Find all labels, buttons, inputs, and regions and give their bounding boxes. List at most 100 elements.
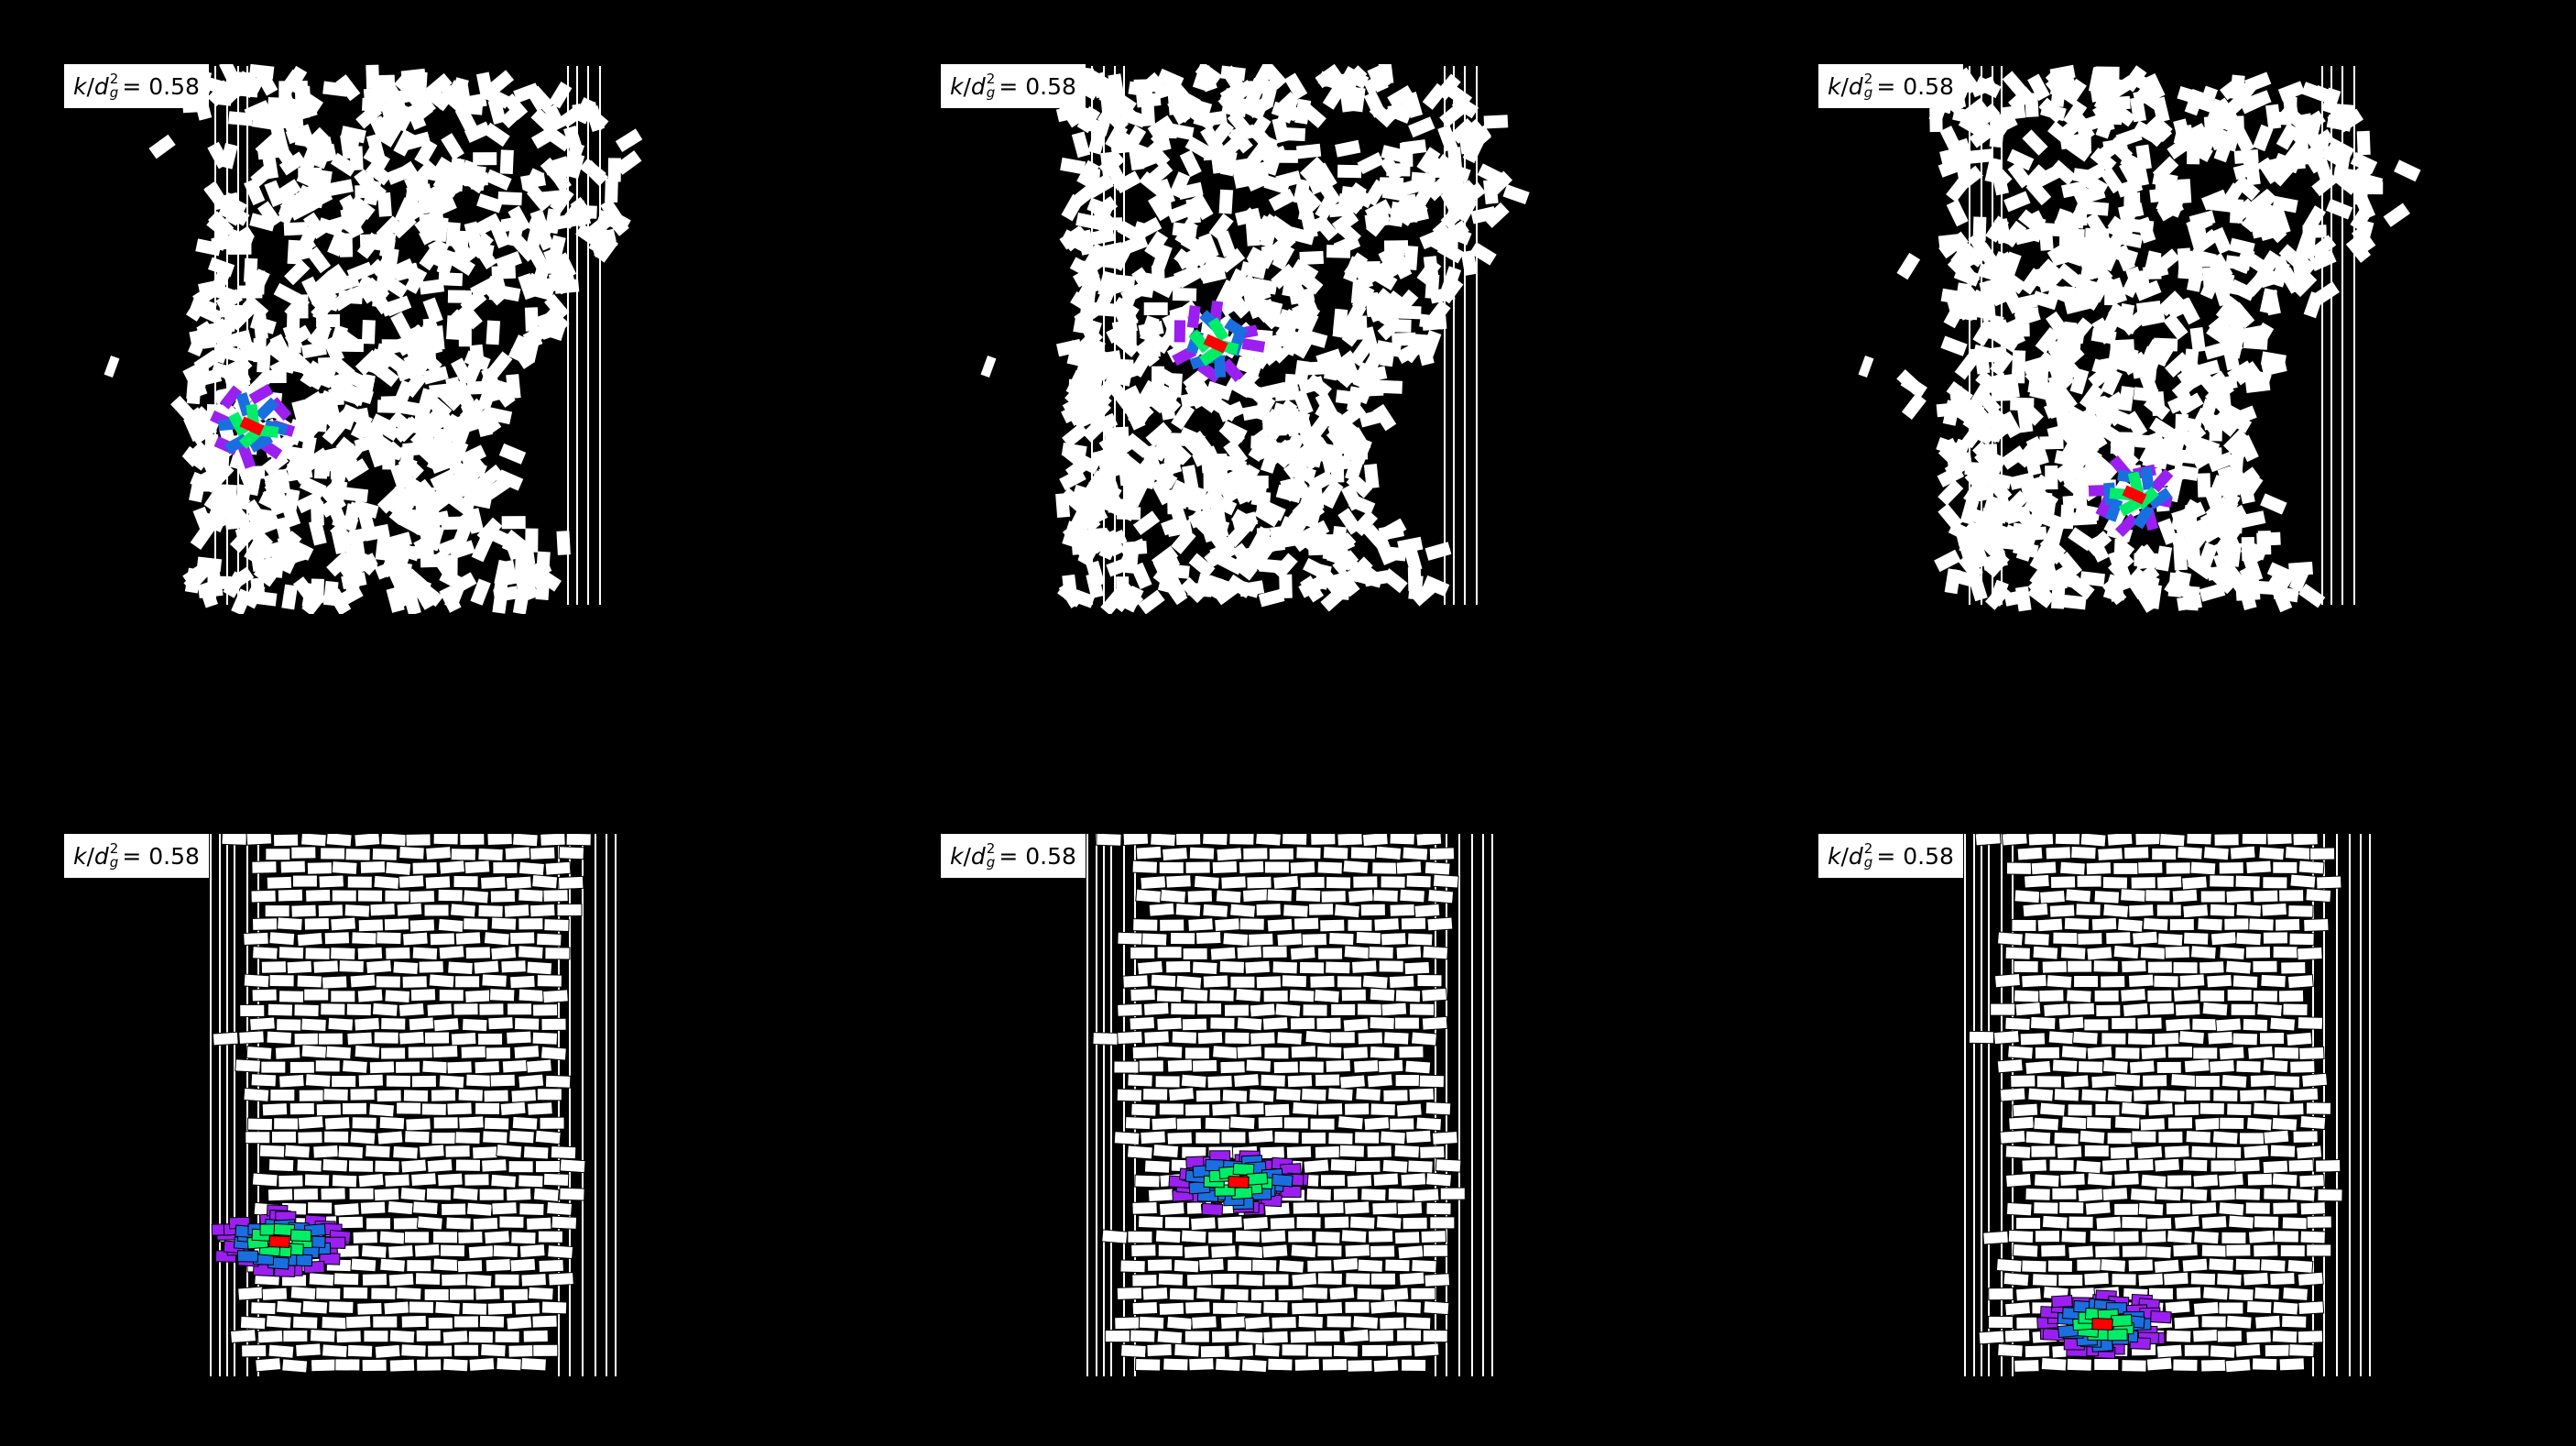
grain xyxy=(1071,131,1091,159)
grain xyxy=(1306,1259,1333,1273)
grain xyxy=(432,1017,460,1033)
grain xyxy=(266,875,293,890)
grain xyxy=(1290,1243,1317,1259)
grain xyxy=(1382,1089,1409,1103)
grain xyxy=(1370,1299,1397,1315)
grain xyxy=(400,1343,427,1358)
grain xyxy=(2091,1318,2113,1331)
grain xyxy=(1950,241,1976,268)
grain xyxy=(344,904,371,918)
grain xyxy=(416,1215,443,1231)
grain xyxy=(2093,890,2121,904)
grain xyxy=(376,931,402,946)
parameter-label: k / d 2 g = 0.58 xyxy=(941,64,1086,108)
grain xyxy=(221,834,247,846)
grain xyxy=(2101,1158,2128,1173)
granular-packing xyxy=(1086,834,1493,1376)
grain xyxy=(2123,846,2150,860)
grain xyxy=(2245,860,2272,875)
grain xyxy=(2189,945,2217,960)
grain xyxy=(508,1160,534,1174)
grain xyxy=(1143,301,1168,316)
symbol-d: d xyxy=(93,842,109,870)
grain xyxy=(1108,429,1132,457)
grain xyxy=(233,82,259,98)
grain xyxy=(392,1217,420,1231)
grain xyxy=(404,1130,431,1145)
grain xyxy=(2266,834,2293,846)
grain xyxy=(317,1032,344,1046)
grain xyxy=(2090,916,2118,932)
grain xyxy=(2230,405,2257,427)
grain xyxy=(357,918,385,933)
grain xyxy=(2186,266,2204,292)
grain xyxy=(354,169,379,196)
grain xyxy=(2012,1243,2039,1258)
grain xyxy=(511,834,539,848)
grain xyxy=(375,535,391,561)
grain xyxy=(1286,512,1311,540)
grain xyxy=(1293,1357,1321,1372)
grain xyxy=(1331,210,1359,235)
grain xyxy=(1195,931,1222,946)
grain xyxy=(2113,1115,2141,1130)
grain xyxy=(1405,874,1432,889)
grain xyxy=(558,846,585,860)
grain xyxy=(1326,245,1351,258)
grain xyxy=(283,222,309,236)
grain xyxy=(258,1144,286,1158)
grain xyxy=(2156,1343,2183,1359)
grain xyxy=(436,1172,464,1188)
grain xyxy=(1326,1087,1354,1102)
grain xyxy=(2133,504,2155,530)
grain xyxy=(1422,945,1449,960)
grain xyxy=(1165,959,1192,974)
grain xyxy=(2090,147,2117,173)
grain xyxy=(2093,1358,2120,1372)
grain xyxy=(354,1016,380,1032)
grain xyxy=(2121,270,2144,299)
grain xyxy=(2021,1158,2047,1173)
grain xyxy=(1273,1130,1300,1145)
grain xyxy=(2071,273,2099,300)
grain xyxy=(454,975,481,989)
grain xyxy=(2287,1258,2314,1274)
grain xyxy=(1325,876,1352,890)
grain xyxy=(2219,946,2246,961)
grain xyxy=(268,1235,290,1248)
grain xyxy=(1220,875,1247,890)
grain xyxy=(2110,541,2135,568)
symbol-k: k xyxy=(73,72,87,100)
grain xyxy=(437,888,464,903)
grain xyxy=(2221,470,2249,494)
grain xyxy=(267,1157,295,1173)
grain xyxy=(1124,433,1152,458)
grain xyxy=(2145,1216,2173,1232)
grain xyxy=(1330,1002,1357,1016)
grain xyxy=(573,204,597,219)
grain xyxy=(310,178,333,205)
grain xyxy=(1363,72,1391,94)
grain xyxy=(2128,218,2155,235)
grain xyxy=(1147,1188,1174,1203)
grain xyxy=(1249,539,1276,559)
grain xyxy=(1209,946,1237,961)
grain xyxy=(2092,959,2119,973)
grain xyxy=(455,95,482,114)
grain xyxy=(2274,1075,2301,1089)
grain xyxy=(2072,511,2098,526)
grain xyxy=(1092,1032,1119,1046)
grain xyxy=(2127,904,2155,918)
grain xyxy=(1204,1116,1231,1131)
grain xyxy=(1386,1343,1414,1358)
grain xyxy=(1220,358,1244,383)
grain xyxy=(432,834,459,846)
grain xyxy=(1154,1075,1181,1089)
grain xyxy=(391,416,419,443)
sup: 2 xyxy=(109,71,119,87)
grain xyxy=(278,1073,305,1089)
grain xyxy=(2157,290,2184,317)
grain xyxy=(2189,326,2206,353)
grain xyxy=(366,429,393,454)
grain xyxy=(438,989,464,1002)
